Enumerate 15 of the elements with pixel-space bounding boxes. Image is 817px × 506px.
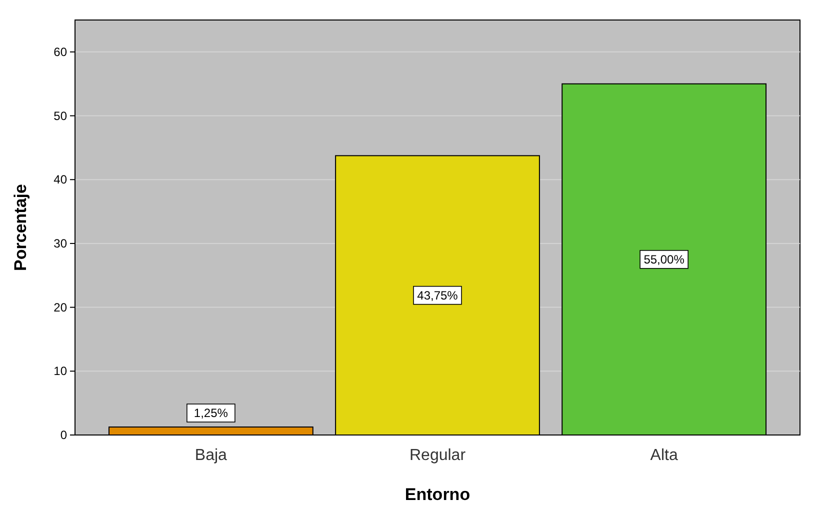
y-tick-label: 0 — [60, 428, 68, 442]
y-tick-label: 60 — [54, 44, 68, 59]
data-label: 43,75% — [417, 288, 458, 302]
y-tick-label: 10 — [54, 364, 68, 378]
y-tick-label: 30 — [54, 236, 68, 250]
x-tick-label: Regular — [409, 447, 466, 464]
data-label: 1,25% — [194, 406, 228, 420]
y-tick-label: 50 — [54, 108, 68, 123]
y-axis-title: Porcentaje — [11, 184, 30, 271]
data-label: 55,00% — [644, 252, 685, 266]
y-tick-label: 20 — [54, 300, 68, 314]
y-tick-label: 40 — [54, 172, 68, 187]
x-tick-label: Baja — [194, 447, 228, 464]
x-tick-label: Alta — [650, 447, 678, 464]
x-axis-title: Entorno — [404, 485, 470, 504]
